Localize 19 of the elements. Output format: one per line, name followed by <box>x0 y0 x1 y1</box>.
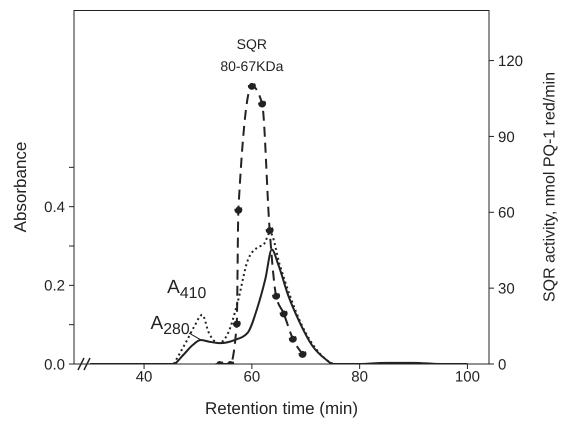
y2-tick-label: 60 <box>498 204 515 222</box>
x-tick-label: 80 <box>351 368 368 386</box>
y2-tick-label: 120 <box>498 52 524 70</box>
annotation: SQR <box>236 36 268 52</box>
x-tick-label: 40 <box>136 368 152 386</box>
x-tick-label: 60 <box>244 368 260 386</box>
y-tick-label: 0.4 <box>44 198 65 216</box>
x-axis-title: Retention time (min) <box>204 399 358 418</box>
y-tick-label: 0.0 <box>44 356 65 374</box>
legend-label: A$_{280}$ <box>150 313 190 339</box>
y2-axis-title: SQR activity, nmol PQ-1 red/min <box>542 72 559 302</box>
series-label: A$_{410}$ <box>167 277 206 303</box>
y-tick-label: 0.2 <box>44 278 65 295</box>
y-axis-title: Absorbance <box>11 142 30 232</box>
annotation: 80-67KDa <box>220 58 284 74</box>
y2-tick-label: 0 <box>498 356 506 374</box>
y2-tick-label: 30 <box>498 280 515 298</box>
x-tick-label: 100 <box>454 368 480 386</box>
y2-tick-label: 90 <box>498 128 515 146</box>
